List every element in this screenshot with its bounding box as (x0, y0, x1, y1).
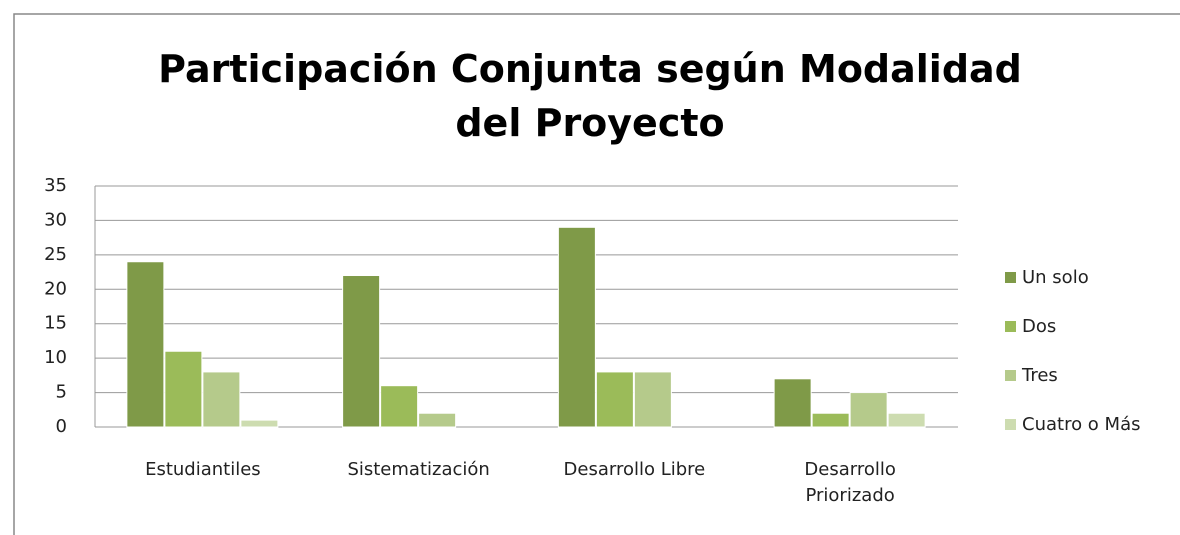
bar (633, 371, 672, 428)
bar (126, 261, 165, 428)
bar (595, 371, 634, 428)
x-tick-label: Sistematización (347, 459, 490, 480)
bar (887, 412, 926, 428)
y-tick-label: 15 (44, 313, 67, 334)
bar (164, 350, 203, 428)
bar (811, 412, 850, 428)
legend-swatch (1005, 321, 1016, 332)
legend-label: Un solo (1022, 267, 1089, 288)
x-tick-label: Desarrollo Libre (563, 459, 706, 480)
y-tick-label: 35 (44, 175, 67, 196)
y-tick-label: 30 (44, 209, 67, 230)
legend-swatch (1005, 370, 1016, 381)
legend-label: Cuatro o Más (1022, 414, 1140, 435)
y-tick-label: 25 (44, 244, 67, 265)
bar (342, 275, 381, 428)
legend-swatch (1005, 272, 1016, 283)
chart-title: Participación Conjunta según Modalidad d… (158, 47, 1022, 145)
bar (773, 378, 812, 428)
y-tick-label: 5 (56, 382, 67, 403)
x-tick-label: Estudiantiles (145, 459, 261, 480)
legend-label: Dos (1022, 316, 1056, 337)
x-tick-label: Desarrollo Priorizado (804, 459, 896, 506)
legend-swatch (1005, 419, 1016, 430)
legend-label: Tres (1021, 365, 1058, 386)
bar (202, 371, 241, 428)
y-tick-label: 20 (44, 278, 67, 299)
bar (240, 419, 279, 428)
y-tick-label: 10 (44, 347, 67, 368)
bar (380, 385, 419, 428)
bar (849, 392, 888, 428)
bar (418, 412, 457, 428)
chart-border (13, 13, 1180, 535)
y-tick-label: 0 (56, 416, 67, 437)
bar (557, 226, 596, 428)
